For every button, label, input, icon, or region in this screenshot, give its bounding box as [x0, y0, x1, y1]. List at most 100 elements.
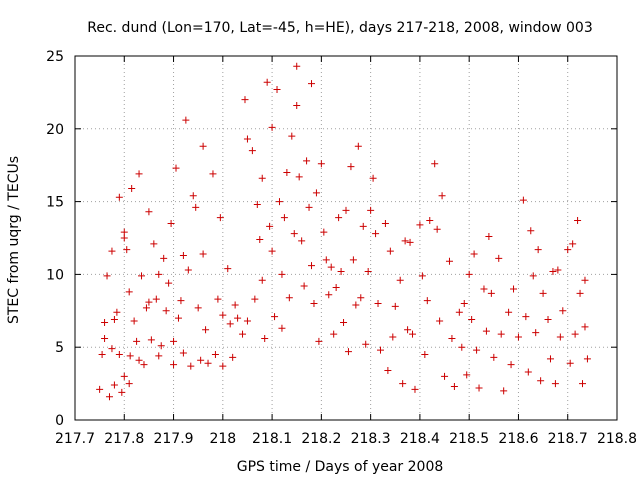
data-point [199, 142, 207, 150]
data-point [182, 116, 190, 124]
data-point [529, 272, 537, 280]
data-point [438, 192, 446, 200]
y-tick-label: 5 [55, 340, 64, 356]
data-point [145, 208, 153, 216]
data-points [96, 62, 591, 401]
data-point [527, 227, 535, 235]
data-point [325, 291, 333, 299]
data-point [546, 355, 554, 363]
chart-title: Rec. dund (Lon=170, Lat=-45, h=HE), days… [87, 20, 593, 36]
data-point [522, 313, 530, 321]
data-point [455, 308, 463, 316]
data-point [261, 334, 269, 342]
x-tick-label: 218.4 [400, 431, 440, 447]
data-point [374, 300, 382, 308]
data-point [197, 356, 205, 364]
data-point [537, 377, 545, 385]
x-tick-label: 217.8 [104, 431, 144, 447]
data-point [308, 262, 316, 270]
data-point [465, 270, 473, 278]
x-tick-label: 218.3 [351, 431, 391, 447]
data-point [411, 385, 419, 393]
data-point [157, 342, 165, 350]
data-point [497, 330, 505, 338]
data-point [278, 270, 286, 278]
x-tick-label: 217.7 [55, 431, 95, 447]
data-point [243, 317, 251, 325]
data-point [96, 385, 104, 393]
data-point [401, 237, 409, 245]
data-point [391, 302, 399, 310]
data-point [283, 168, 291, 176]
plot-frame [74, 55, 618, 421]
data-point [308, 80, 316, 88]
data-point [556, 333, 564, 341]
data-point [475, 384, 483, 392]
data-point [359, 222, 367, 230]
data-point [566, 359, 574, 367]
data-point [165, 279, 173, 287]
data-point [300, 282, 308, 290]
x-tick-label: 218.6 [498, 431, 538, 447]
data-point [135, 170, 143, 178]
data-point [571, 330, 579, 338]
data-point [172, 164, 180, 172]
data-point [224, 265, 232, 273]
data-point [389, 333, 397, 341]
data-point [564, 246, 572, 254]
data-point [470, 250, 478, 258]
data-point [211, 350, 219, 358]
data-point [416, 221, 424, 229]
data-point [108, 345, 116, 353]
data-point [110, 381, 118, 389]
data-point [209, 170, 217, 178]
x-tick-label: 218.2 [301, 431, 341, 447]
data-point [514, 333, 522, 341]
data-point [189, 192, 197, 200]
data-point [285, 294, 293, 302]
data-point [226, 320, 234, 328]
data-point [268, 123, 276, 131]
data-point [103, 272, 111, 280]
data-point [130, 317, 138, 325]
data-point [445, 257, 453, 265]
data-point [335, 214, 343, 222]
data-point [337, 267, 345, 275]
data-point [295, 173, 303, 181]
data-point [421, 350, 429, 358]
data-point [229, 353, 237, 361]
data-point [510, 285, 518, 293]
data-point [554, 266, 562, 274]
data-point [362, 340, 370, 348]
data-point [142, 304, 150, 312]
data-point [278, 324, 286, 332]
data-point [551, 380, 559, 388]
data-point [305, 203, 313, 211]
data-point [317, 160, 325, 168]
data-point [340, 318, 348, 326]
data-point [231, 301, 239, 309]
data-point [354, 142, 362, 150]
data-point [448, 334, 456, 342]
data-point [579, 380, 587, 388]
data-point [174, 314, 182, 322]
data-point [507, 361, 515, 369]
data-point [468, 316, 476, 324]
data-point [310, 300, 318, 308]
data-point [187, 362, 195, 370]
data-point [534, 246, 542, 254]
data-point [460, 300, 468, 308]
x-tick-label: 217.9 [153, 431, 193, 447]
data-point [330, 330, 338, 338]
data-point [133, 337, 141, 345]
data-point [500, 387, 508, 395]
data-point [369, 174, 377, 182]
data-point [357, 294, 365, 302]
y-tick-label: 20 [46, 122, 64, 138]
data-point [147, 336, 155, 344]
data-point [436, 317, 444, 325]
data-point [485, 233, 493, 241]
data-point [204, 359, 212, 367]
